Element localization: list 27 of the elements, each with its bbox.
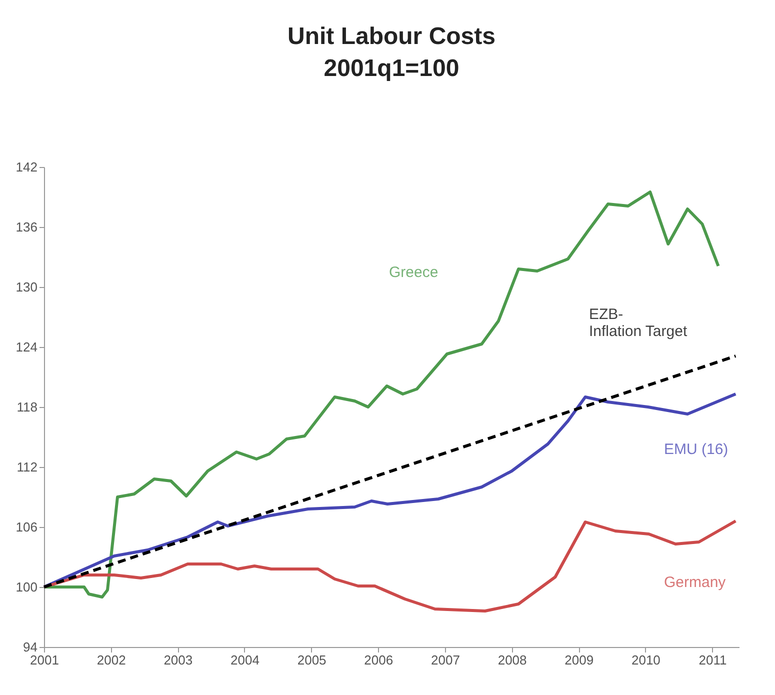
x-tick-label: 2004 <box>230 652 260 668</box>
y-tick-label: 106 <box>16 520 38 534</box>
text: EMU (16) <box>664 441 728 458</box>
y-tick-label: 118 <box>16 400 38 414</box>
x-tick-label: 2007 <box>431 652 460 668</box>
x-tick-label: 2005 <box>297 652 326 668</box>
y-tick-label: 94 <box>23 640 38 654</box>
chart-subtitle: 2001q1=100 <box>324 55 460 82</box>
y-tick-label: 124 <box>16 340 38 354</box>
x-tick-label: 2006 <box>364 652 394 668</box>
chart-title: Unit Labour Costs <box>288 23 496 50</box>
x-tick-label: 2009 <box>564 652 594 668</box>
x-tick-label: 2003 <box>164 652 193 668</box>
x-tick-label: 2001 <box>30 652 59 668</box>
y-tick-label: 112 <box>16 460 38 474</box>
y-tick-label: 136 <box>16 220 38 234</box>
y-tick-label: 100 <box>16 580 38 594</box>
x-tick-label: 2002 <box>96 652 126 668</box>
x-tick-label: 2010 <box>631 652 660 668</box>
y-tick-label: 130 <box>16 280 38 294</box>
text: EZB- Inflation Target <box>589 306 688 340</box>
x-tick-label: 2011 <box>698 652 727 668</box>
text: Germany <box>664 574 726 591</box>
y-tick-label: 142 <box>16 160 38 174</box>
line-series <box>42 392 738 588</box>
text: Greece <box>389 264 438 281</box>
x-tick-label: 2008 <box>498 652 527 668</box>
